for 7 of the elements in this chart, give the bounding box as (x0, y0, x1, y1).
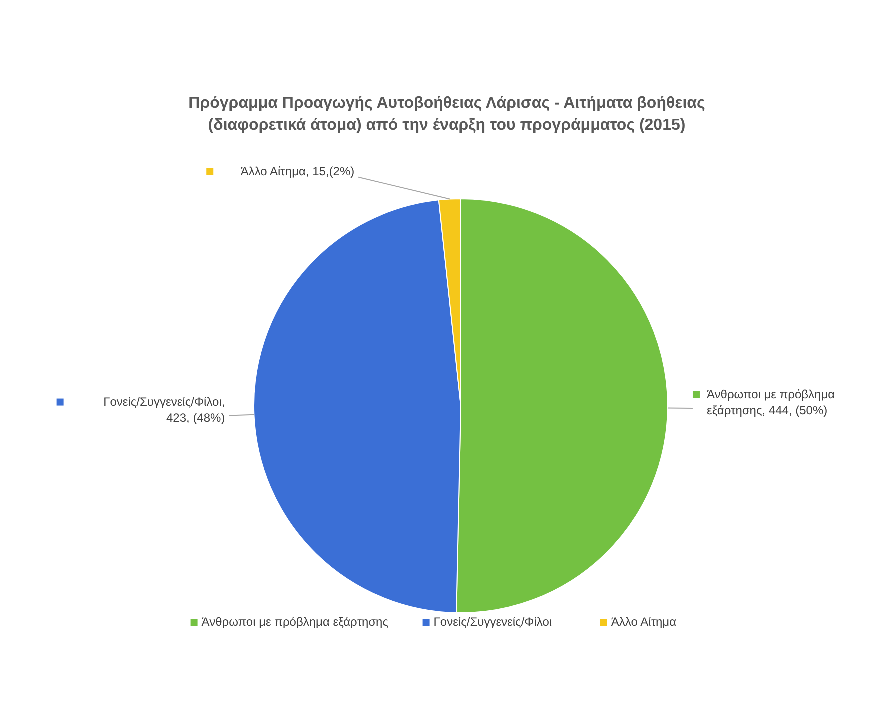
chart-title: Πρόγραμμα Προαγωγής Αυτοβοήθειας Λάρισας - Αιτήματα βοήθειας (διαφορετικά άτομα) από την έναρξη του προγράμματος (2015) (188, 95, 706, 134)
data-label: Γονείς/Συγγενείς/Φίλοι, 423, (48%) (104, 394, 226, 425)
legend-label: Γονείς/Συγγενείς/Φίλοι (434, 615, 552, 629)
data-label: Άνθρωποι με πρόβλημα εξάρτησης, 444, (50%) (706, 387, 836, 418)
legend-label: Άνθρωποι με πρόβλημα εξάρτησης (202, 615, 389, 629)
data-label: Άλλο Αίτημα, 15,(2%) (240, 164, 355, 178)
legend-label: Άλλο Αίτημα (611, 615, 677, 629)
